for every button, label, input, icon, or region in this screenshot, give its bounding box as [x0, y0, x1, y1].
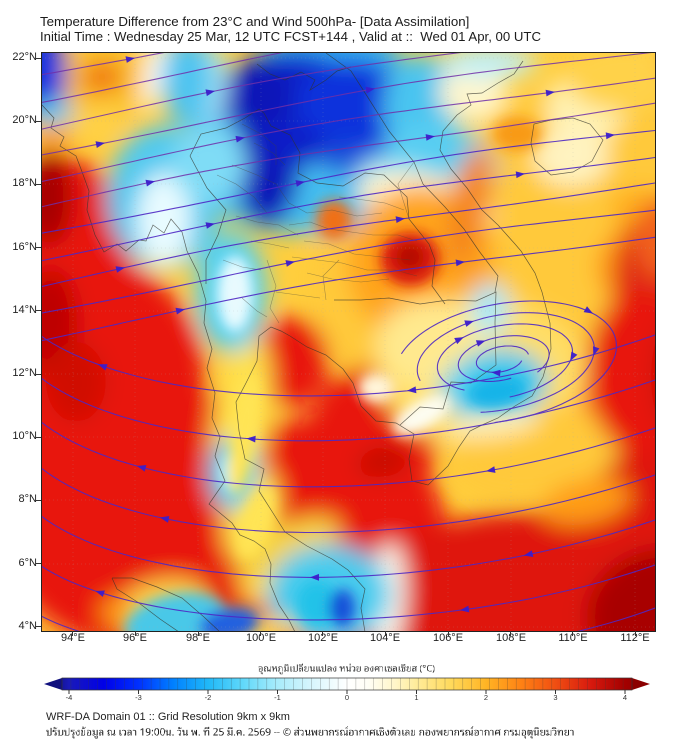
svg-text:3: 3 — [553, 693, 557, 702]
svg-text:1: 1 — [414, 693, 418, 702]
svg-text:-1: -1 — [274, 693, 281, 702]
svg-text:4: 4 — [623, 693, 627, 702]
svg-text:-2: -2 — [205, 693, 212, 702]
svg-text:-3: -3 — [135, 693, 142, 702]
svg-text:2: 2 — [484, 693, 488, 702]
svg-text:0: 0 — [345, 693, 349, 702]
svg-text:-4: -4 — [66, 693, 73, 702]
